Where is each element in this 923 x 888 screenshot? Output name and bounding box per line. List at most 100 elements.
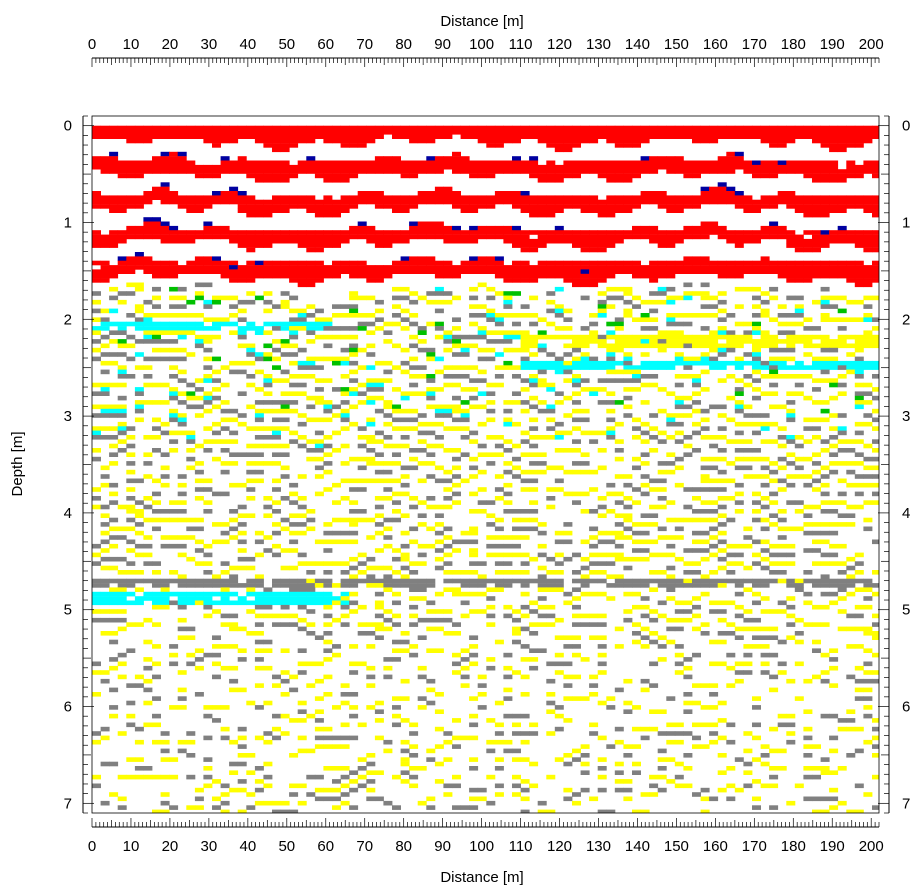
- amplitude-cell: [606, 561, 616, 566]
- amplitude-cell: [452, 718, 461, 723]
- amplitude-cell: [126, 269, 136, 274]
- amplitude-cell: [854, 269, 864, 274]
- amplitude-cell: [760, 517, 770, 523]
- amplitude-cell: [134, 204, 144, 209]
- amplitude-cell: [340, 517, 350, 523]
- amplitude-cell: [400, 256, 410, 261]
- amplitude-cell: [263, 731, 273, 736]
- amplitude-cell: [632, 539, 641, 545]
- amplitude-cell: [794, 456, 804, 462]
- amplitude-cell: [272, 169, 281, 174]
- amplitude-cell: [417, 421, 427, 427]
- amplitude-cell: [289, 718, 299, 723]
- amplitude-cell: [786, 238, 796, 244]
- amplitude-cell: [769, 234, 779, 240]
- amplitude-cell: [632, 260, 641, 266]
- amplitude-cell: [357, 160, 367, 166]
- amplitude-cell: [494, 739, 504, 745]
- amplitude-cell: [177, 604, 187, 610]
- amplitude-cell: [92, 561, 101, 566]
- amplitude-cell: [829, 500, 839, 505]
- amplitude-cell: [152, 509, 161, 514]
- amplitude-cell: [554, 661, 564, 667]
- amplitude-cell: [366, 225, 376, 231]
- amplitude-cell: [134, 543, 144, 549]
- amplitude-cell: [786, 199, 796, 205]
- amplitude-cell: [143, 665, 153, 671]
- amplitude-cell: [674, 456, 684, 462]
- amplitude-cell: [340, 722, 350, 728]
- amplitude-cell: [632, 304, 641, 309]
- amplitude-cell: [803, 352, 813, 357]
- amplitude-cell: [494, 570, 504, 575]
- amplitude-cell: [340, 604, 350, 610]
- amplitude-cell: [126, 260, 136, 266]
- amplitude-cell: [443, 238, 453, 244]
- amplitude-cell: [537, 452, 547, 457]
- amplitude-cell: [683, 548, 693, 553]
- amplitude-cell: [657, 230, 667, 235]
- amplitude-cell: [657, 164, 667, 170]
- amplitude-cell: [443, 365, 453, 370]
- amplitude-cell: [306, 313, 316, 318]
- amplitude-cell: [786, 160, 796, 166]
- amplitude-cell: [512, 421, 521, 427]
- amplitude-cell: [709, 365, 719, 370]
- amplitude-cell: [623, 204, 633, 209]
- amplitude-cell: [837, 199, 847, 205]
- amplitude-cell: [486, 286, 496, 292]
- amplitude-cell: [469, 387, 479, 392]
- amplitude-cell: [666, 391, 676, 396]
- amplitude-cell: [280, 234, 290, 240]
- amplitude-cell: [263, 382, 273, 388]
- amplitude-cell: [563, 674, 573, 680]
- amplitude-cell: [100, 326, 110, 331]
- amplitude-cell: [606, 574, 616, 579]
- amplitude-cell: [477, 326, 487, 331]
- amplitude-cell: [640, 726, 650, 732]
- amplitude-cell: [520, 278, 530, 283]
- amplitude-cell: [700, 225, 710, 231]
- amplitude-cell: [700, 369, 710, 375]
- amplitude-cell: [854, 430, 864, 436]
- amplitude-cell: [563, 308, 573, 314]
- amplitude-cell: [726, 134, 736, 139]
- amplitude-cell: [777, 578, 787, 584]
- amplitude-cell: [289, 539, 299, 545]
- amplitude-cell: [769, 125, 779, 131]
- amplitude-cell: [220, 417, 230, 423]
- amplitude-cell: [503, 134, 513, 139]
- amplitude-cell: [709, 465, 719, 471]
- amplitude-cell: [212, 652, 221, 658]
- amplitude-cell: [426, 356, 436, 362]
- amplitude-cell: [812, 530, 821, 536]
- amplitude-cell: [760, 374, 770, 379]
- amplitude-cell: [452, 317, 461, 322]
- amplitude-cell: [486, 522, 496, 527]
- amplitude-cell: [237, 744, 247, 749]
- amplitude-cell: [280, 548, 290, 553]
- amplitude-cell: [606, 243, 616, 248]
- amplitude-cell: [306, 243, 316, 248]
- amplitude-cell: [606, 234, 616, 240]
- amplitude-cell: [614, 644, 624, 649]
- amplitude-cell: [383, 204, 393, 209]
- amplitude-cell: [657, 238, 667, 244]
- amplitude-cell: [846, 626, 856, 632]
- amplitude-cell: [169, 151, 179, 157]
- amplitude-cell: [100, 474, 110, 479]
- amplitude-cell: [674, 722, 684, 728]
- amplitude-cell: [426, 291, 436, 296]
- amplitude-cell: [529, 230, 539, 235]
- amplitude-cell: [426, 543, 436, 549]
- amplitude-cell: [160, 583, 170, 588]
- amplitude-cell: [417, 269, 427, 274]
- amplitude-cell: [160, 578, 170, 584]
- amplitude-cell: [263, 308, 273, 314]
- amplitude-cell: [332, 212, 341, 218]
- amplitude-cell: [426, 504, 436, 510]
- amplitude-cell: [349, 591, 359, 597]
- amplitude-cell: [383, 461, 393, 466]
- amplitude-cell: [769, 570, 779, 575]
- amplitude-cell: [289, 430, 299, 436]
